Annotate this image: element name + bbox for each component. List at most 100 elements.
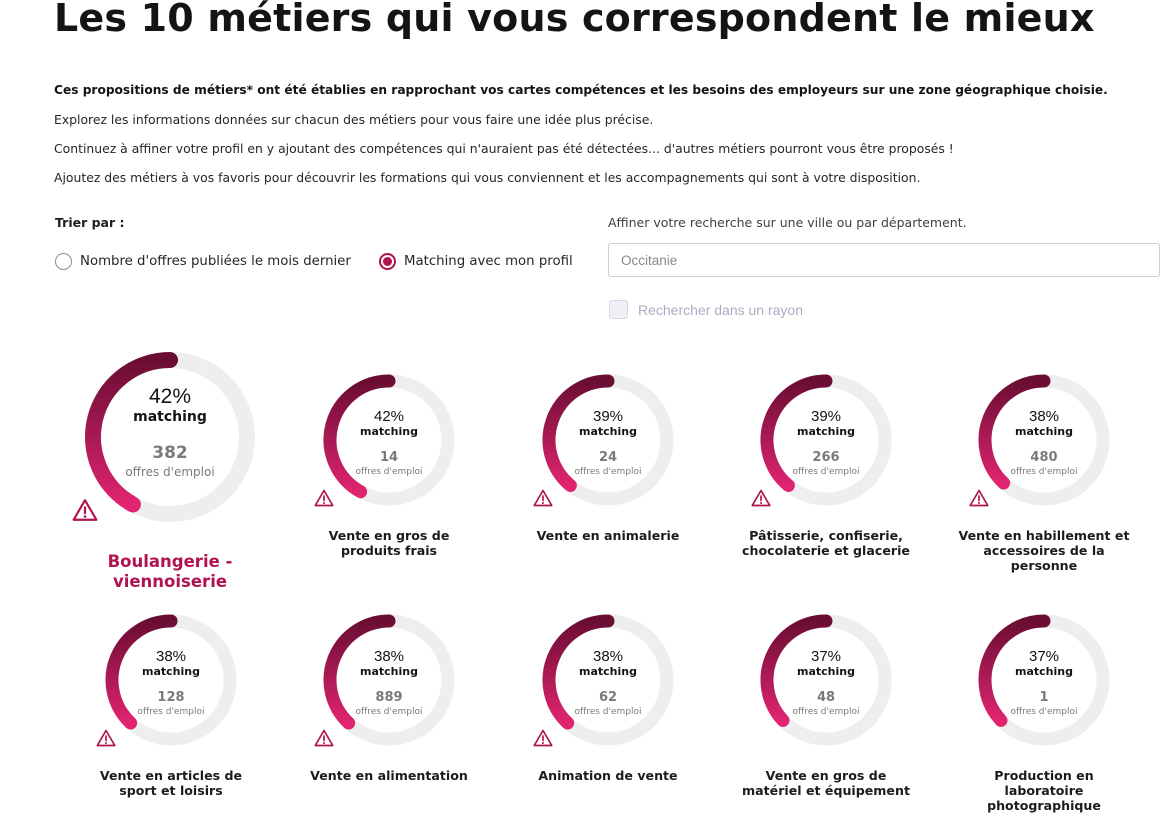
job-name[interactable]: Boulangerie - viennoiserie xyxy=(107,552,233,591)
job-card[interactable]: 42% matching 382 offres d'emploi Boulangerie… xyxy=(72,342,265,591)
matching-ring xyxy=(85,352,255,522)
ring-progress xyxy=(542,614,615,730)
job-name[interactable]: Vente en articles de sport et loisirs xyxy=(99,768,243,798)
job-card[interactable]: 42% matching 14 offres d'emploi Vente en gro… xyxy=(314,366,463,558)
radius-option[interactable]: Rechercher dans un rayon xyxy=(609,300,803,319)
offers-count: 266 xyxy=(812,450,840,465)
page-title: Les 10 métiers qui vous correspondent le… xyxy=(54,0,1095,40)
job-card[interactable]: 37% matching 48 offres d'emploi Vente en gro… xyxy=(742,606,910,798)
matching-label: matching xyxy=(579,425,637,438)
offers-count: 889 xyxy=(375,690,403,705)
offers-count: 48 xyxy=(816,690,836,705)
offers-count: 1 xyxy=(1039,690,1049,705)
radius-checkbox[interactable] xyxy=(609,300,628,319)
job-card[interactable]: 38% matching 62 offres d'emploi Animation de… xyxy=(533,606,682,783)
radio-unchecked-icon[interactable] xyxy=(55,253,72,270)
matching-ring xyxy=(760,374,892,506)
ring-progress xyxy=(978,614,1051,727)
sort-label: Trier par : xyxy=(55,215,125,230)
offers-label: offres d'emploi xyxy=(792,467,860,477)
warning-icon xyxy=(533,729,553,747)
job-name[interactable]: Vente en gros de produits frais xyxy=(328,528,450,558)
matching-percent: 39% xyxy=(592,408,624,425)
matching-percent: 37% xyxy=(810,648,842,665)
job-name[interactable]: Vente en alimentation xyxy=(310,768,468,783)
matching-label: matching xyxy=(142,665,200,678)
ring-progress xyxy=(105,614,178,730)
warning-icon xyxy=(314,729,334,747)
matching-ring xyxy=(978,374,1110,506)
job-name[interactable]: Production en laboratoire photographique xyxy=(987,768,1101,813)
offers-label: offres d'emploi xyxy=(137,707,205,717)
matching-label: matching xyxy=(579,665,637,678)
matching-label: matching xyxy=(1015,665,1073,678)
offers-label: offres d'emploi xyxy=(355,707,423,717)
ring-progress xyxy=(542,374,615,492)
matching-percent: 37% xyxy=(1028,648,1060,665)
sort-option-label: Matching avec mon profil xyxy=(404,254,573,269)
warning-icon xyxy=(751,489,771,507)
matching-percent: 42% xyxy=(148,385,192,408)
job-name[interactable]: Animation de vente xyxy=(538,768,678,783)
matching-ring xyxy=(323,374,455,506)
ring-progress xyxy=(978,374,1051,490)
warning-icon xyxy=(969,489,989,507)
offers-count: 14 xyxy=(379,450,399,465)
radius-label: Rechercher dans un rayon xyxy=(638,301,803,318)
offers-count: 128 xyxy=(157,690,185,705)
job-card[interactable]: 37% matching 1 offres d'emploi Production en… xyxy=(970,606,1118,813)
job-card[interactable]: 39% matching 266 offres d'emploi Pâtisserie,… xyxy=(742,366,910,558)
ring-progress xyxy=(323,614,396,730)
matching-ring xyxy=(542,374,674,506)
intro-line: Continuez à affiner votre profil en y aj… xyxy=(54,141,954,156)
job-card[interactable]: 38% matching 889 offres d'emploi Vente en al… xyxy=(310,606,468,783)
warning-icon xyxy=(96,729,116,747)
matching-percent: 39% xyxy=(810,408,842,425)
matching-label: matching xyxy=(797,665,855,678)
job-name[interactable]: Vente en habillement et accessoires de l… xyxy=(958,528,1130,573)
location-input[interactable] xyxy=(608,243,1160,277)
intro-bold: Ces propositions de métiers* ont été éta… xyxy=(54,83,1108,97)
matching-label: matching xyxy=(133,409,207,425)
matching-ring xyxy=(105,614,237,746)
matching-label: matching xyxy=(360,665,418,678)
matching-ring xyxy=(323,614,455,746)
job-name[interactable]: Vente en animalerie xyxy=(536,528,680,543)
matching-percent: 42% xyxy=(373,408,405,425)
offers-label: offres d'emploi xyxy=(355,467,423,477)
job-card[interactable]: 38% matching 128 offres d'emploi Vente en ar… xyxy=(96,606,245,798)
warning-icon xyxy=(533,489,553,507)
sort-option-offers[interactable]: Nombre d'offres publiées le mois dernier xyxy=(55,253,351,270)
job-name[interactable]: Pâtisserie, confiserie, chocolaterie et … xyxy=(742,528,910,558)
warning-icon xyxy=(314,489,334,507)
job-card[interactable]: 39% matching 24 offres d'emploi Vente en ani… xyxy=(533,366,682,543)
ring-progress xyxy=(323,374,396,499)
offers-label: offres d'emploi xyxy=(574,707,642,717)
warning-icon xyxy=(72,499,98,521)
matching-label: matching xyxy=(360,425,418,438)
offers-label: offres d'emploi xyxy=(574,467,642,477)
matching-ring xyxy=(542,614,674,746)
offers-label: offres d'emploi xyxy=(792,707,860,717)
offers-label: offres d'emploi xyxy=(125,465,215,479)
ring-progress xyxy=(760,614,833,727)
job-name[interactable]: Vente en gros de matériel et équipement xyxy=(742,768,910,798)
sort-option-label: Nombre d'offres publiées le mois dernier xyxy=(80,254,351,269)
job-card[interactable]: 38% matching 480 offres d'emploi Vente en ha… xyxy=(959,366,1129,573)
matching-percent: 38% xyxy=(1028,408,1060,425)
radio-checked-icon[interactable] xyxy=(379,253,396,270)
offers-label: offres d'emploi xyxy=(1010,467,1078,477)
matching-ring xyxy=(978,614,1110,746)
offers-count: 382 xyxy=(152,443,188,463)
offers-count: 62 xyxy=(598,690,618,705)
matching-ring xyxy=(760,614,892,746)
sort-option-matching[interactable]: Matching avec mon profil xyxy=(379,253,573,270)
location-label: Affiner votre recherche sur une ville ou… xyxy=(608,215,967,230)
ring-progress xyxy=(760,374,833,492)
offers-label: offres d'emploi xyxy=(1010,707,1078,717)
matching-percent: 38% xyxy=(373,648,405,665)
matching-label: matching xyxy=(797,425,855,438)
matching-percent: 38% xyxy=(155,648,187,665)
matching-label: matching xyxy=(1015,425,1073,438)
matching-percent: 38% xyxy=(592,648,624,665)
